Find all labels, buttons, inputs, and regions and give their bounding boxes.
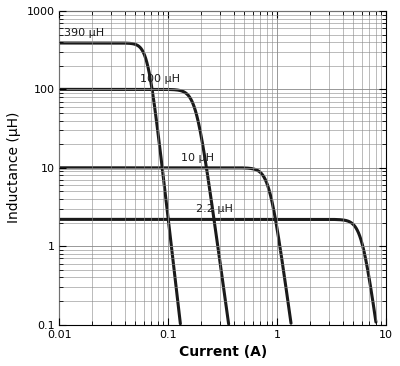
Text: 10 μH: 10 μH xyxy=(181,153,214,163)
Text: 390 μH: 390 μH xyxy=(64,28,104,38)
X-axis label: Current (A): Current (A) xyxy=(178,345,267,359)
Y-axis label: Inductance (μH): Inductance (μH) xyxy=(7,112,21,224)
Text: 100 μH: 100 μH xyxy=(140,74,180,84)
Text: 2.2 μH: 2.2 μH xyxy=(196,204,233,214)
